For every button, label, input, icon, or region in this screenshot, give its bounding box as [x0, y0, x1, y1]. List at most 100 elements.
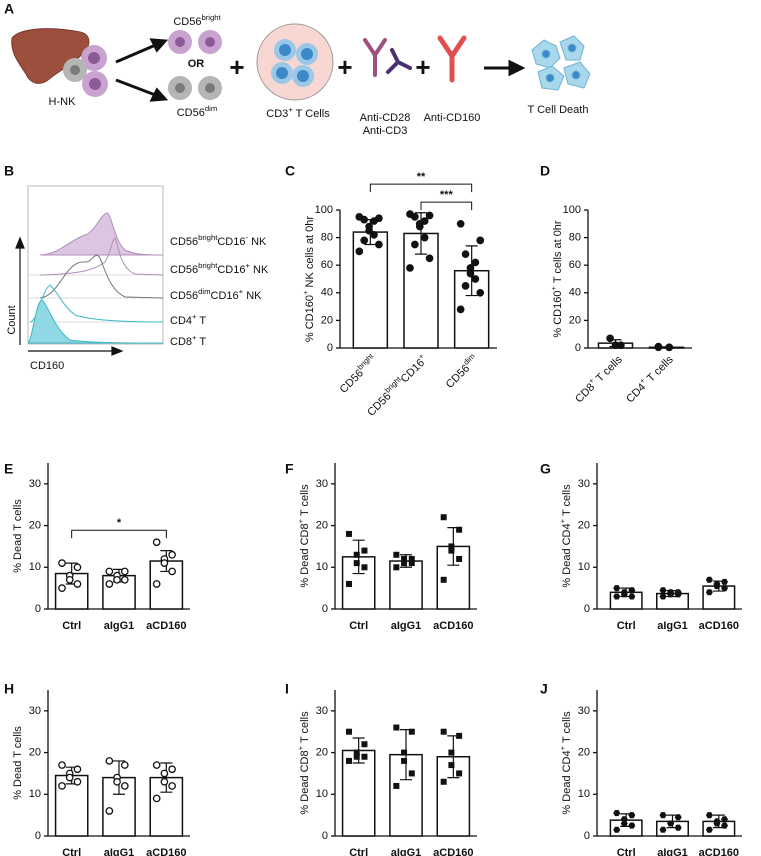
split-arrows	[115, 38, 169, 102]
data-point	[353, 551, 360, 558]
data-point	[375, 240, 383, 249]
data-point	[168, 550, 176, 559]
text-part: NK	[243, 290, 262, 302]
data-point	[440, 514, 447, 521]
data-point	[120, 567, 129, 576]
data-point	[456, 770, 463, 777]
text-part: T cells	[299, 484, 311, 519]
tcells-label: CD3+ T Cells	[266, 105, 330, 120]
superscript: +	[192, 333, 197, 342]
x-tick-label: aCD160	[699, 620, 739, 632]
superscript: dim	[205, 104, 217, 113]
text-part: T cells at 0hr	[552, 220, 564, 286]
data-point	[152, 580, 161, 588]
superscript: bright	[198, 261, 218, 270]
text-part: NK	[250, 264, 269, 276]
superscript: +	[296, 518, 305, 523]
text-part: CD4	[624, 381, 648, 405]
text-part: % CD160	[552, 291, 564, 338]
data-point	[58, 559, 66, 567]
data-point	[160, 559, 169, 567]
data-point	[408, 555, 415, 562]
data-point	[667, 591, 675, 598]
data-point	[456, 555, 463, 562]
bright-label: CD56bright	[173, 13, 221, 28]
y-tick-label: 30	[578, 705, 590, 717]
data-point	[620, 591, 628, 598]
x-tick-label: CD8+ T cells	[571, 351, 625, 405]
data-point	[346, 580, 353, 587]
y-axis-label: % CD160+ T cells at 0hr	[549, 220, 564, 338]
panel-label: I	[285, 681, 289, 697]
data-point	[713, 583, 721, 590]
data-point	[420, 233, 429, 242]
y-tick-label: 20	[578, 746, 590, 758]
data-point	[408, 770, 415, 777]
data-point	[360, 236, 369, 245]
flow-axes-arrows	[15, 236, 124, 356]
data-point	[628, 812, 636, 819]
data-point	[401, 757, 408, 764]
panel-label: A	[4, 1, 14, 17]
data-point	[705, 826, 713, 833]
text-part: T cells	[561, 484, 573, 519]
y-tick-label: 10	[29, 788, 41, 800]
data-point	[152, 761, 161, 769]
chart-panel: J 0 10 20 30 % Dead CD4+ T cells Ctrl aIgG1 aCD1…	[540, 681, 742, 856]
text-part: % Dead CD4	[561, 750, 573, 814]
x-tick-label: CD56bright	[335, 351, 380, 396]
anti-cd28-cd3	[363, 38, 412, 77]
text-part: % Dead CD4	[561, 523, 573, 587]
text-part: CD56	[365, 390, 393, 418]
data-point	[471, 275, 480, 283]
x-tick-label: aCD160	[433, 847, 473, 856]
data-point	[456, 219, 465, 228]
nk-cells	[63, 45, 108, 97]
data-point	[168, 567, 176, 576]
y-tick-label: 20	[316, 519, 328, 531]
y-tick-label: 30	[29, 478, 41, 490]
superscript: +	[239, 287, 244, 296]
data-point	[674, 591, 682, 598]
data-point	[456, 526, 463, 533]
data-point	[160, 769, 169, 778]
data-point	[120, 782, 129, 790]
chart-panel: F 0 10 20 30 % Dead CD8+ T cells Ctrl aIgG1 aCD1…	[285, 461, 477, 632]
y-tick-label: 20	[29, 746, 41, 758]
data-point	[665, 343, 674, 352]
text-part: CD4	[170, 315, 192, 327]
histograms	[27, 212, 164, 344]
population-label: CD8+ T	[170, 333, 206, 348]
flow-ylabel: Count	[6, 305, 18, 334]
data-point	[654, 343, 663, 352]
plus: +	[337, 52, 352, 82]
anti3-label: Anti-CD3	[363, 125, 408, 137]
data-point	[152, 794, 161, 803]
data-point	[168, 765, 176, 774]
data-point	[659, 812, 667, 819]
panel-label: F	[285, 461, 294, 477]
superscript: +	[637, 375, 647, 385]
x-tick-label: aCD160	[433, 620, 473, 632]
y-tick-label: 10	[578, 561, 590, 573]
y-tick-label: 0	[584, 603, 590, 615]
plus: +	[415, 52, 430, 82]
data-point	[721, 816, 728, 823]
x-tick-label: CD56dim	[441, 351, 481, 391]
data-point	[415, 222, 424, 231]
data-point	[160, 777, 169, 786]
x-tick-label: aIgG1	[104, 847, 135, 856]
data-point	[425, 254, 434, 263]
text-part: CD56	[170, 236, 198, 248]
significance-bracket	[71, 529, 167, 539]
data-point	[456, 732, 463, 739]
y-tick-label: 10	[316, 788, 328, 800]
data-point	[393, 564, 400, 571]
text-part: CD56	[177, 107, 205, 119]
data-point	[613, 593, 621, 600]
y-tick-label: 0	[584, 830, 590, 842]
data-point	[370, 217, 378, 225]
population-label: CD56brightCD16- NK	[170, 233, 267, 248]
y-tick-label: 0	[35, 830, 41, 842]
